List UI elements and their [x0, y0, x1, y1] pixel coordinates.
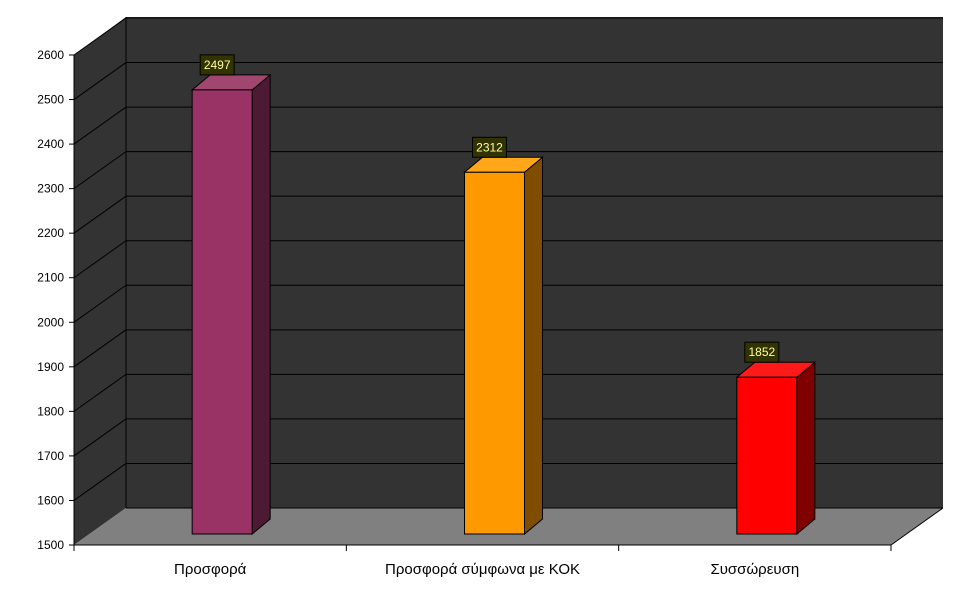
y-tick-label: 2200 — [37, 226, 64, 240]
gridline-side — [73, 106, 127, 145]
data-label: 2497 — [204, 58, 231, 72]
x-category-label: Συσσώρευση — [710, 561, 799, 578]
data-label: 2312 — [476, 140, 503, 154]
y-tick-label: 2500 — [37, 93, 64, 107]
bar-side — [524, 156, 543, 536]
gridline-side — [73, 62, 127, 100]
gridline-side — [73, 240, 127, 279]
data-label-box — [199, 54, 235, 76]
y-tick-label: 2300 — [37, 182, 64, 196]
gridline-side — [73, 284, 127, 323]
bar — [191, 89, 253, 535]
bar — [736, 376, 798, 535]
x-category-label: Προσφορά — [174, 561, 247, 578]
data-label-box — [744, 341, 780, 363]
y-tick-label: 1600 — [37, 493, 64, 507]
y-tick-label: 2100 — [37, 271, 64, 285]
gridline-side — [73, 329, 127, 368]
bar-side — [251, 73, 271, 536]
gridline-side — [73, 151, 127, 190]
axes: 1500 1600 1700 1800 1900 2000 2100 2200 2300 2400… — [37, 48, 892, 552]
data-label: 1852 — [748, 345, 775, 359]
y-tick-label: 2400 — [37, 137, 64, 151]
gridline-side — [73, 418, 127, 457]
gridline-side — [73, 373, 127, 412]
data-label-box — [472, 136, 507, 158]
bar — [464, 171, 525, 535]
labels: 2497 Προσφορά 2312 Προσφορά σύμφωνα με ΚΟΚ 1… — [174, 54, 799, 578]
left-wall — [74, 17, 126, 545]
bar-side — [796, 361, 816, 536]
gridline-side — [73, 195, 127, 234]
y-tick-label: 1800 — [37, 404, 64, 418]
y-tick-label: 1700 — [37, 449, 64, 463]
bars — [190, 73, 817, 536]
y-tick-label: 2000 — [37, 315, 64, 329]
floor-edge-right — [890, 507, 944, 546]
gridline-side — [73, 463, 127, 501]
y-tick-label: 1500 — [37, 538, 64, 552]
x-category-label: Προσφορά σύμφωνα με ΚΟΚ — [385, 561, 580, 578]
y-tick-label: 1900 — [37, 360, 64, 374]
y-tick-label: 2600 — [37, 48, 64, 62]
gridline-side — [73, 17, 127, 56]
